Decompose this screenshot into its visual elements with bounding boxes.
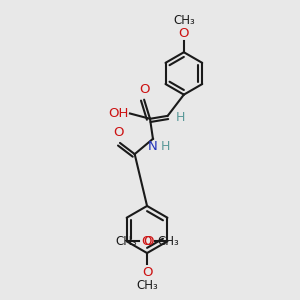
- Text: O: O: [139, 83, 149, 96]
- Text: O: O: [113, 126, 124, 140]
- Text: O: O: [141, 235, 151, 248]
- Text: O: O: [143, 235, 153, 248]
- Text: O: O: [178, 27, 189, 40]
- Text: N: N: [148, 140, 157, 153]
- Text: CH₃: CH₃: [157, 235, 179, 248]
- Text: OH: OH: [108, 107, 128, 120]
- Text: O: O: [142, 266, 152, 279]
- Text: CH₃: CH₃: [116, 235, 137, 248]
- Text: H: H: [160, 140, 170, 153]
- Text: CH₃: CH₃: [174, 14, 195, 27]
- Text: CH₃: CH₃: [136, 279, 158, 292]
- Text: H: H: [176, 110, 185, 124]
